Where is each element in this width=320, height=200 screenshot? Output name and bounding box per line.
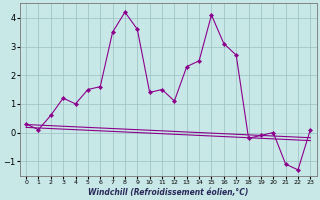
X-axis label: Windchill (Refroidissement éolien,°C): Windchill (Refroidissement éolien,°C) — [88, 188, 248, 197]
